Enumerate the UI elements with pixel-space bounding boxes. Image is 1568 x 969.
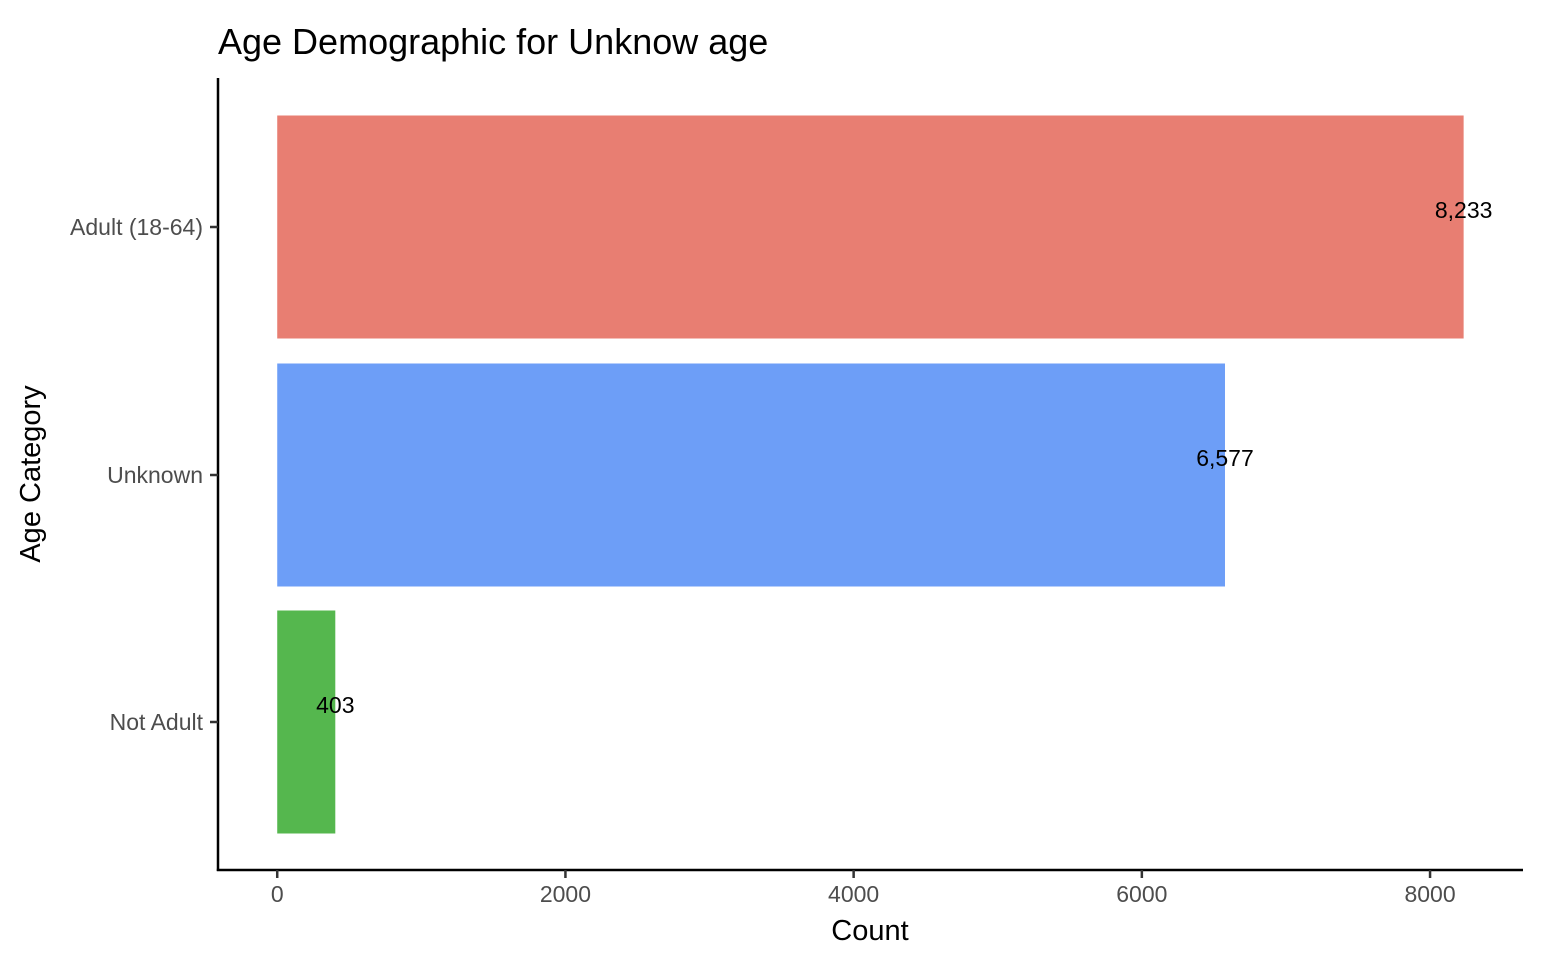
- data-labels-layer: 8,233 6,577 403: [316, 197, 1492, 718]
- bar-not-adult: [277, 610, 336, 834]
- y-axis-title: Age Category: [15, 385, 47, 563]
- bar-adult-18-64: [277, 115, 1464, 339]
- x-tick-label-2000: 2000: [540, 881, 591, 907]
- y-tick-label-unknown: Unknown: [107, 462, 203, 488]
- x-tick-label-4000: 4000: [828, 881, 879, 907]
- chart-title: Age Demographic for Unknow age: [218, 21, 768, 62]
- bar-unknown: [277, 363, 1225, 587]
- x-tick-label-8000: 8000: [1404, 881, 1455, 907]
- y-tick-label-adult-18-64: Adult (18-64): [70, 214, 203, 240]
- x-tick-label-0: 0: [271, 881, 284, 907]
- data-label-not-adult: 403: [316, 692, 354, 718]
- x-ticks-layer: 0 2000 4000 6000 8000: [271, 870, 1456, 907]
- y-ticks-layer: Adult (18-64) Unknown Not Adult: [70, 214, 218, 735]
- x-axis-title: Count: [831, 915, 908, 947]
- data-label-adult-18-64: 8,233: [1435, 197, 1493, 223]
- y-tick-label-not-adult: Not Adult: [110, 709, 204, 735]
- bars-layer: [277, 115, 1464, 834]
- data-label-unknown: 6,577: [1196, 445, 1254, 471]
- x-tick-label-6000: 6000: [1116, 881, 1167, 907]
